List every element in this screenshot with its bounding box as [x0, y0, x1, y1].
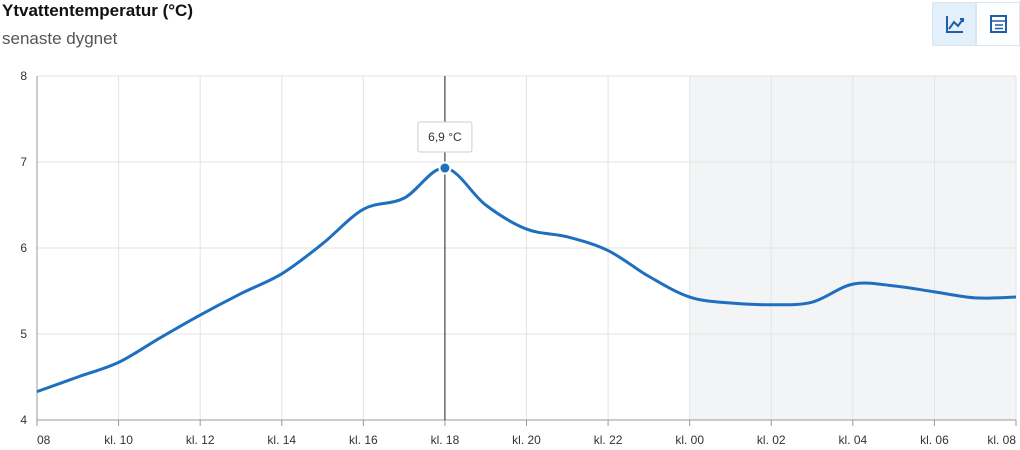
x-tick-label: kl. 02	[757, 433, 786, 447]
chart-title: Ytvattentemperatur (°C)	[2, 1, 193, 20]
y-tick-label: 7	[20, 155, 27, 169]
x-tick-label: kl. 16	[349, 433, 378, 447]
y-tick-label: 4	[20, 413, 27, 427]
x-tick-label: kl. 18	[431, 433, 460, 447]
y-tick-label: 6	[20, 241, 27, 255]
x-tick-label: kl. 12	[186, 433, 215, 447]
x-tick-label: kl. 14	[267, 433, 296, 447]
line	[36, 166, 1017, 394]
y-tick-label: 5	[20, 327, 27, 341]
x-tick-label: kl. 20	[512, 433, 541, 447]
tooltip-label: 6,9 °C	[428, 130, 462, 144]
x-tick-label: 08	[37, 433, 51, 447]
table-view-button[interactable]	[976, 2, 1020, 46]
chart-icon	[946, 16, 964, 33]
chart-subtitle: senaste dygnet	[2, 29, 118, 48]
x-tick-label: kl. 06	[920, 433, 949, 447]
chart-view-button[interactable]	[932, 2, 976, 46]
x-tick-label: kl. 22	[594, 433, 623, 447]
hover-point	[438, 161, 452, 175]
y-tick-label: 8	[20, 69, 27, 83]
x-tick-label: kl. 00	[675, 433, 704, 447]
x-tick-label: kl. 04	[838, 433, 867, 447]
table-icon	[990, 15, 1007, 33]
x-tick-label: kl. 10	[104, 433, 133, 447]
x-tick-label: kl. 08	[987, 433, 1016, 447]
tooltip-box	[417, 121, 473, 153]
